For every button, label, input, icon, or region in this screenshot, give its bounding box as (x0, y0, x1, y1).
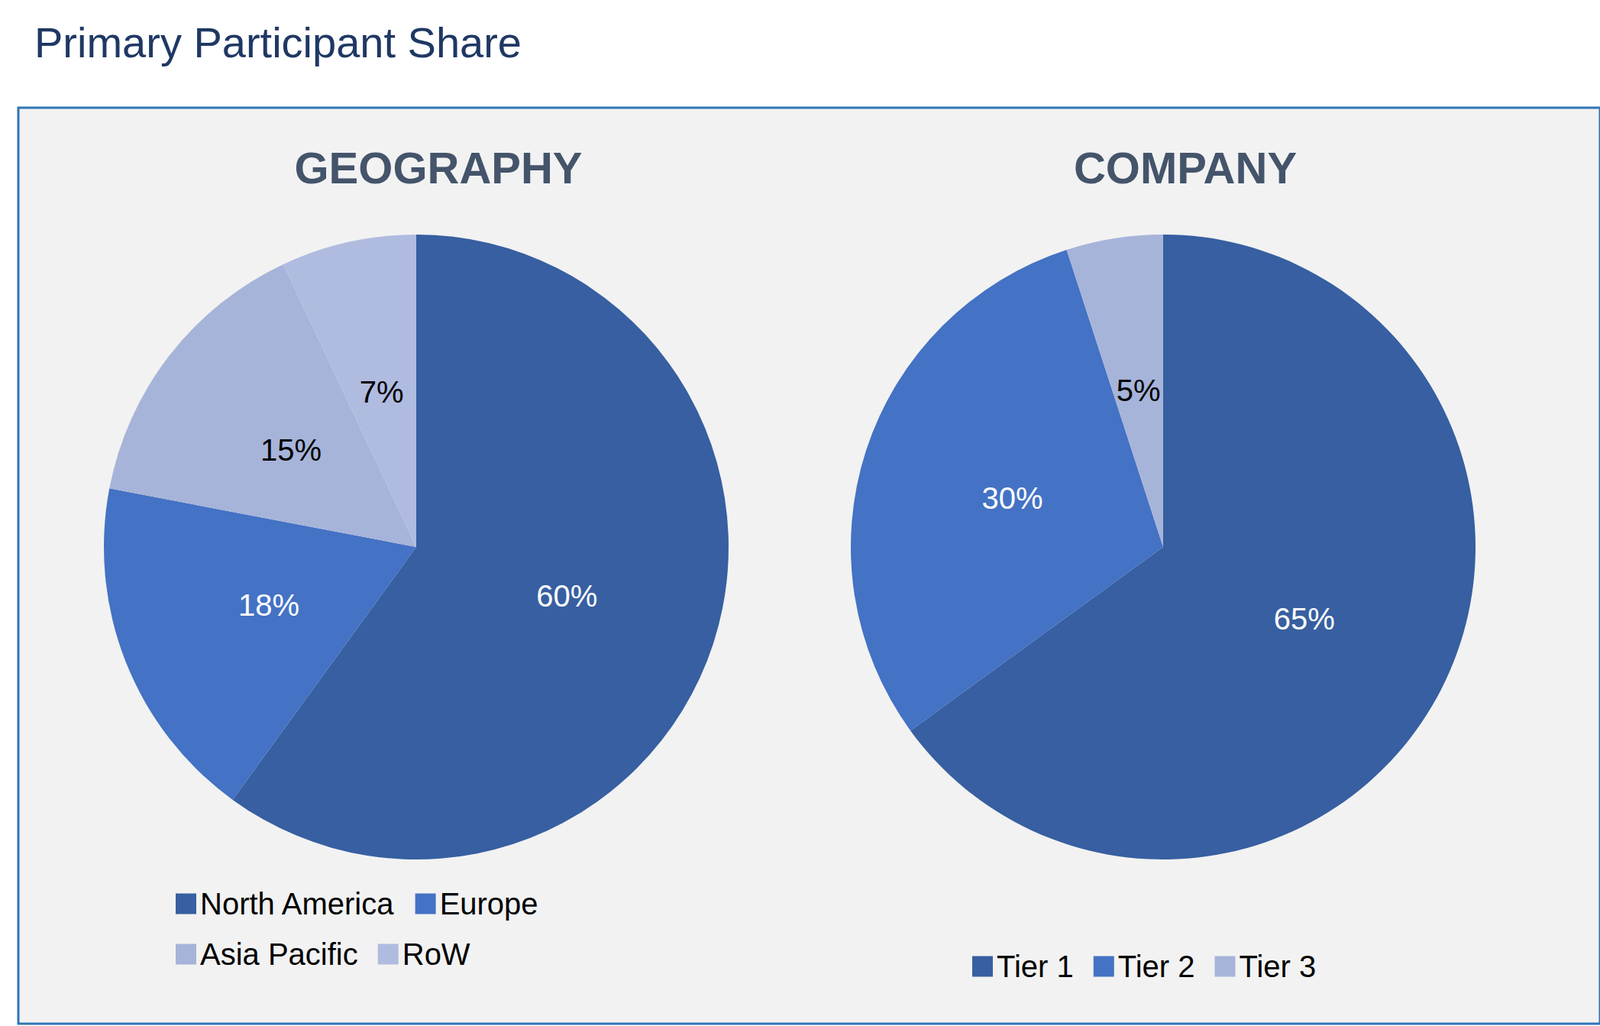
svg-text:RoW: RoW (402, 937, 471, 971)
svg-text:5%: 5% (1116, 373, 1161, 408)
svg-text:Europe: Europe (439, 886, 539, 921)
svg-text:65%: 65% (1273, 601, 1335, 636)
svg-text:Tier 2: Tier 2 (1118, 949, 1196, 983)
svg-text:60%: 60% (536, 578, 598, 613)
svg-text:18%: 18% (238, 588, 300, 622)
svg-text:GEOGRAPHY: GEOGRAPHY (294, 142, 582, 193)
svg-text:30%: 30% (982, 481, 1044, 515)
svg-text:15%: 15% (260, 433, 322, 467)
svg-text:COMPANY: COMPANY (1073, 142, 1297, 193)
svg-text:Tier 3: Tier 3 (1239, 949, 1317, 983)
svg-text:North America: North America (200, 886, 395, 921)
svg-text:Primary Participant Share: Primary Participant Share (34, 18, 522, 67)
svg-text:Asia Pacific: Asia Pacific (200, 937, 359, 971)
svg-text:Tier 1: Tier 1 (996, 949, 1074, 983)
svg-text:7%: 7% (359, 374, 405, 409)
